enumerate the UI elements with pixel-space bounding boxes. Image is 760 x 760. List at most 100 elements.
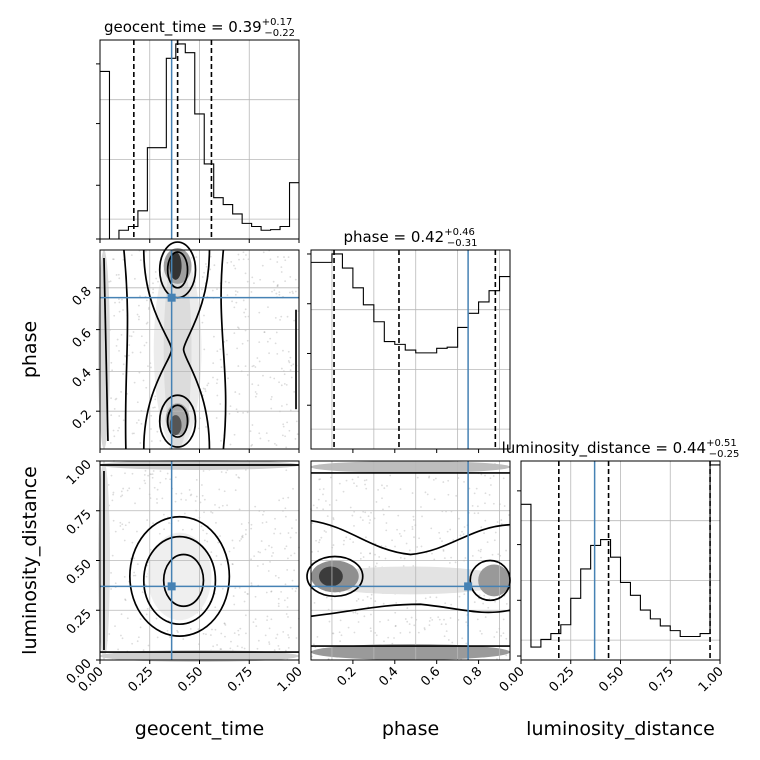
- sample-point: [145, 322, 148, 325]
- sample-point: [237, 476, 240, 479]
- sample-point: [463, 526, 466, 528]
- sample-point: [220, 439, 222, 442]
- panel-frame: [310, 460, 511, 661]
- sample-point: [494, 600, 496, 603]
- sample-point: [290, 554, 292, 557]
- sample-point: [475, 487, 478, 490]
- sample-point: [445, 630, 448, 633]
- sample-point: [365, 536, 367, 539]
- sample-point: [131, 472, 134, 475]
- sample-point: [383, 487, 386, 490]
- sample-point: [280, 271, 283, 273]
- sample-point: [246, 593, 249, 595]
- sample-point: [223, 490, 226, 493]
- sample-point: [111, 369, 114, 372]
- x-tick-label-phase: 0.4: [376, 664, 401, 689]
- sample-point: [113, 407, 116, 410]
- sample-point: [214, 503, 216, 506]
- sample-point: [484, 474, 486, 477]
- x-axis-label-luminosity_distance: luminosity_distance: [526, 718, 715, 740]
- sample-point: [140, 422, 143, 425]
- sample-point: [286, 597, 289, 599]
- sample-point: [291, 290, 294, 293]
- sample-point: [312, 504, 315, 507]
- sample-point: [203, 498, 206, 501]
- sample-point: [477, 512, 480, 515]
- sample-point: [231, 563, 234, 565]
- sample-point: [235, 408, 238, 411]
- sample-point: [240, 523, 243, 525]
- x-tick-label-phase: 0.2: [334, 664, 359, 689]
- sample-point: [143, 344, 146, 347]
- sample-point: [493, 636, 496, 638]
- sample-point: [287, 496, 290, 499]
- sample-point: [176, 629, 179, 632]
- sample-point: [202, 529, 205, 532]
- sample-point: [233, 306, 236, 309]
- sample-point: [150, 366, 152, 369]
- sample-point: [352, 611, 355, 614]
- sample-point: [259, 278, 262, 281]
- sample-point: [296, 433, 299, 436]
- sample-point: [322, 493, 324, 496]
- sample-point: [313, 601, 316, 604]
- sample-point: [118, 349, 120, 352]
- sample-point: [345, 479, 348, 482]
- sample-point: [138, 487, 141, 490]
- sample-point: [326, 515, 329, 518]
- sample-point: [131, 432, 134, 435]
- sample-point: [332, 632, 335, 635]
- sample-point: [270, 398, 272, 401]
- sample-point: [183, 512, 186, 515]
- sample-point: [211, 289, 214, 292]
- sample-point: [137, 636, 140, 639]
- sample-point: [226, 504, 228, 507]
- sample-point: [273, 289, 276, 292]
- sample-point: [284, 515, 287, 518]
- sample-point: [122, 373, 124, 375]
- sample-point: [274, 342, 277, 345]
- sample-point: [319, 478, 322, 481]
- sample-point: [238, 393, 241, 395]
- sample-point: [492, 502, 495, 505]
- sample-point: [293, 390, 296, 393]
- sample-point: [250, 582, 253, 585]
- sample-point: [157, 280, 159, 283]
- sample-point: [263, 331, 266, 333]
- sample-point: [384, 557, 387, 560]
- sample-point: [117, 648, 119, 651]
- sample-point: [120, 634, 122, 637]
- sample-point: [268, 641, 270, 644]
- sample-point: [256, 357, 259, 359]
- sample-point: [378, 556, 381, 558]
- sample-point: [242, 258, 245, 261]
- sample-point: [370, 630, 372, 632]
- sample-point: [360, 552, 362, 555]
- sample-point: [479, 630, 482, 632]
- y-tick-label-phase: 0.6: [70, 326, 95, 351]
- sample-point: [251, 424, 254, 426]
- sample-point: [359, 557, 362, 560]
- sample-point: [228, 412, 231, 415]
- sample-point: [122, 487, 125, 490]
- sample-point: [387, 636, 390, 639]
- sample-point: [128, 487, 131, 490]
- sample-point: [188, 489, 191, 491]
- sample-point: [374, 553, 376, 556]
- sample-point: [152, 288, 155, 291]
- sample-point: [205, 633, 207, 636]
- sample-point: [294, 290, 297, 293]
- sample-point: [214, 606, 217, 609]
- sample-point: [251, 443, 254, 446]
- sample-point: [128, 335, 131, 337]
- sample-point: [276, 261, 279, 263]
- sample-point: [284, 435, 287, 438]
- sample-point: [478, 594, 481, 597]
- sample-point: [121, 523, 124, 526]
- contour-line: [306, 555, 364, 598]
- sample-point: [202, 632, 205, 635]
- sample-point: [489, 477, 492, 480]
- sample-point: [434, 477, 437, 480]
- sample-point: [471, 555, 474, 557]
- sample-point: [269, 560, 271, 563]
